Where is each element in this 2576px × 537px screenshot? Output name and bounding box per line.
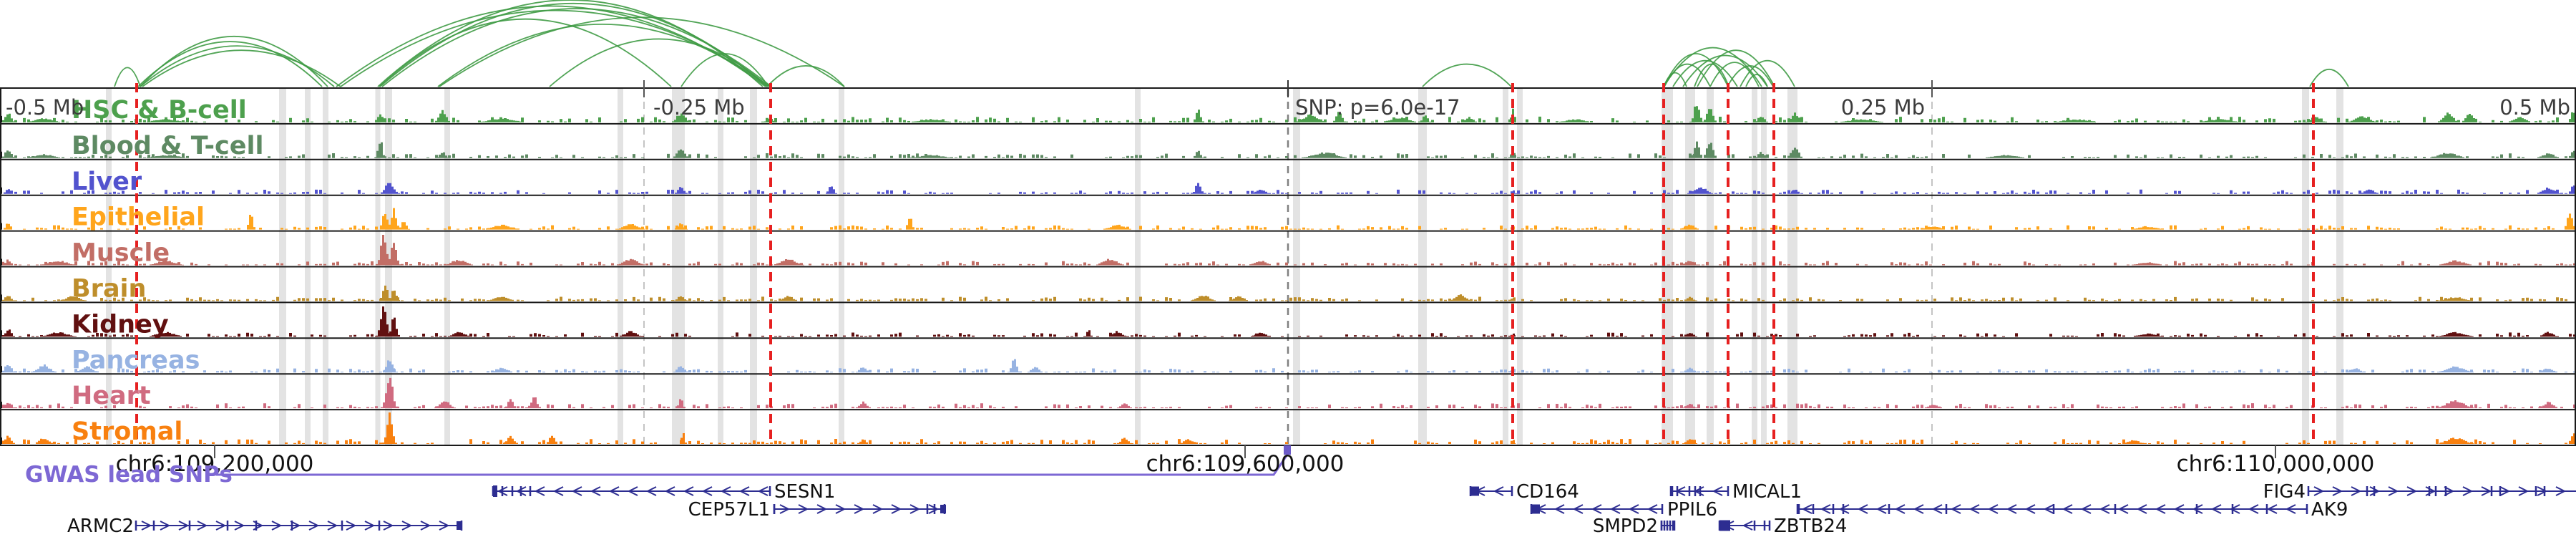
track-label-stromal: Stromal xyxy=(72,417,182,446)
coordinate-label-right: chr6:110,000,000 xyxy=(2177,451,2375,477)
scale-label-0-25mb: 0.25 Mb xyxy=(1841,95,1925,120)
gene-label-cd164: CD164 xyxy=(1516,481,1579,503)
track-label-hsc-b-cell: HSC & B-cell xyxy=(72,96,247,125)
gene-label-fig4: FIG4 xyxy=(2263,481,2306,503)
interaction-arc xyxy=(1727,65,1774,87)
axis-ticks xyxy=(214,80,2276,458)
coordinate-label-left: chr6:109,200,000 xyxy=(116,451,314,477)
signal-track-liver xyxy=(4,183,2576,194)
gwas-lead-snps-annotation xyxy=(216,445,1291,476)
interaction-arc xyxy=(1663,53,1729,87)
interaction-arc xyxy=(549,38,769,87)
scale-label-0-5mb: 0.5 Mb xyxy=(2499,95,2570,120)
gene-label-armc2: ARMC2 xyxy=(67,516,134,537)
interaction-arcs xyxy=(114,0,2349,87)
interaction-arc xyxy=(1664,63,1711,87)
track-label-liver: Liver xyxy=(72,168,142,196)
interaction-arc xyxy=(142,49,341,87)
interaction-arc xyxy=(1682,54,1768,87)
track-label-blood-t-cell: Blood & T-cell xyxy=(72,132,263,160)
track-label-kidney: Kidney xyxy=(72,310,169,339)
gene-label-smpd2: SMPD2 xyxy=(1593,516,1658,537)
interaction-arc xyxy=(114,67,141,87)
signal-track-brain xyxy=(1,285,2567,301)
gwas-lead-snp-marker xyxy=(1284,445,1291,455)
gene-smpd2: SMPD2 xyxy=(1593,516,1676,537)
track-label-muscle: Muscle xyxy=(72,239,170,268)
gene-label-cep57l1: CEP57L1 xyxy=(688,499,770,521)
interaction-arc xyxy=(140,45,335,87)
gene-ak9: AK9 xyxy=(1796,499,2348,521)
gene-cd164: CD164 xyxy=(1469,481,1579,503)
track-label-epithelial: Epithelial xyxy=(72,203,205,232)
gene-annotations: SESN1 CD164 MICAL1 FIG4 CEP57L1 PPIL6 AK9 ARMC2… xyxy=(67,481,2576,537)
gridlines xyxy=(643,89,1933,445)
interaction-arc xyxy=(140,36,328,87)
gwas-connector-line xyxy=(216,454,1289,476)
interaction-arc xyxy=(1697,49,1775,87)
track-label-pancreas: Pancreas xyxy=(72,346,200,374)
gene-label-sesn1: SESN1 xyxy=(774,481,835,503)
coordinate-label-center: chr6:109,600,000 xyxy=(1146,451,1345,477)
gene-sesn1: SESN1 xyxy=(492,481,835,503)
signal-track-hsc-b-cell xyxy=(1,106,2576,122)
interaction-arc xyxy=(137,41,323,87)
interaction-arc xyxy=(1745,74,1768,87)
signal-track-pancreas xyxy=(2,359,2576,373)
interaction-arc xyxy=(379,18,672,87)
gwas-lead-snps-label: GWAS lead SNPs xyxy=(25,462,233,488)
track-label-brain: Brain xyxy=(72,275,146,304)
gene-label-zbtb24: ZBTB24 xyxy=(1774,516,1847,537)
snp-pvalue-label: SNP: p=6.0e-17 xyxy=(1295,95,1460,120)
interaction-arc xyxy=(1422,63,1512,87)
interaction-arc xyxy=(381,8,772,87)
interaction-arc xyxy=(437,23,768,87)
interaction-arc xyxy=(2309,68,2349,87)
scale-label-minus-0-5mb: -0.5 Mb xyxy=(6,95,84,120)
gene-cep57l1: CEP57L1 xyxy=(688,499,946,521)
gene-label-mical1: MICAL1 xyxy=(1732,481,1802,503)
gene-fig4: FIG4 xyxy=(2263,481,2576,503)
scale-label-minus-0-25mb: -0.25 Mb xyxy=(653,95,745,120)
track-labels: HSC & B-cell Blood & T-cell Liver Epithelia… xyxy=(72,96,263,446)
gene-zbtb24: ZBTB24 xyxy=(1718,516,1847,537)
gwas-snp-lines xyxy=(135,83,2315,445)
interaction-arc xyxy=(1663,72,1687,87)
interaction-arc xyxy=(439,16,845,87)
interaction-arc xyxy=(1740,59,1795,87)
gene-label-ppil6: PPIL6 xyxy=(1667,499,1717,521)
interaction-arc xyxy=(766,65,845,87)
gene-mical1: MICAL1 xyxy=(1669,481,1802,503)
interaction-arc xyxy=(680,53,769,87)
track-label-heart: Heart xyxy=(72,382,151,410)
interaction-arc xyxy=(1672,59,1738,87)
interaction-arc xyxy=(377,0,763,87)
gene-label-ak9: AK9 xyxy=(2311,499,2348,521)
gene-armc2: ARMC2 xyxy=(67,516,463,537)
interaction-arc xyxy=(1709,62,1760,87)
gene-ppil6: PPIL6 xyxy=(1530,499,1717,521)
track-borders xyxy=(0,87,2576,446)
